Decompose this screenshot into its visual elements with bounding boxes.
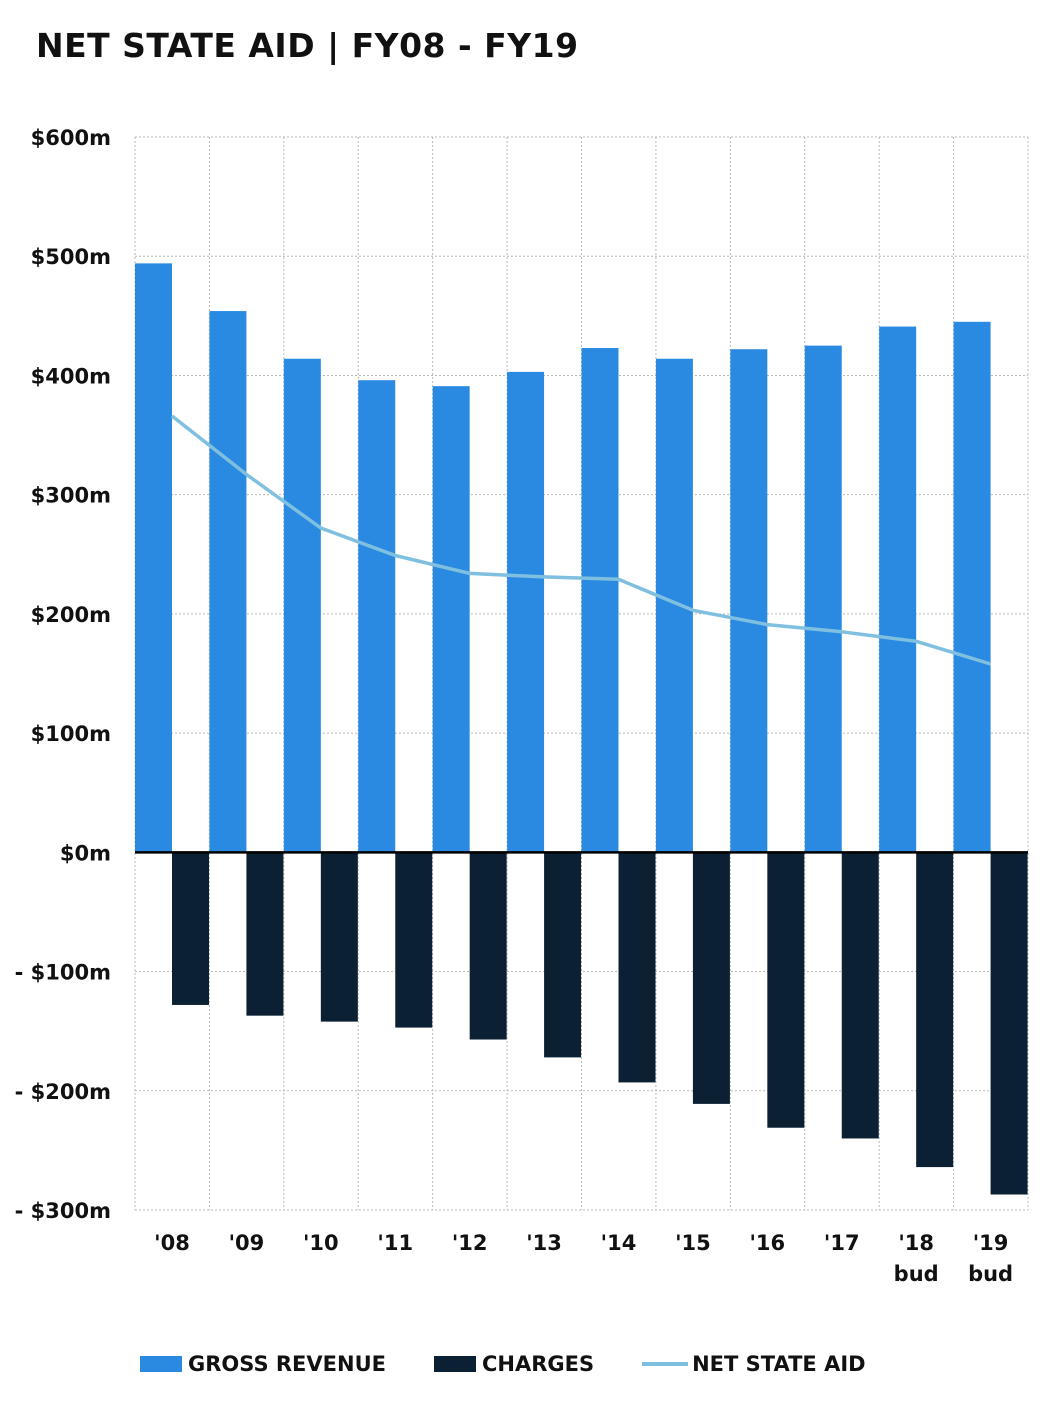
x-tick-labels: '08 '09 '10 '11 '12 '13 '14 '15 '16 '17 '18 bud '19 b… [154,1231,1013,1286]
x-tick-label: '10 [303,1231,339,1255]
y-tick-label: - $300m [15,1199,111,1223]
gross-revenue-bar [879,327,916,853]
charges-bar [767,852,804,1127]
legend-item-gross-revenue: GROSS REVENUE [140,1352,386,1376]
charges-bar [246,852,283,1015]
y-tick-label: $100m [31,722,111,746]
gross-revenue-bar [656,359,693,853]
gross-revenue-bar [730,349,767,852]
x-tick-sublabel: bud [968,1262,1013,1286]
gross-revenue-bar [209,311,246,852]
y-tick-label: $300m [31,484,111,508]
net-state-aid-swatch [642,1362,688,1366]
legend-item-net-state-aid: NET STATE AID [642,1352,865,1376]
charges-bar [321,852,358,1021]
gross-revenue-bar [433,386,470,852]
y-tick-label: $400m [31,364,111,388]
charges-bar [693,852,730,1104]
x-tick-label: '08 [154,1231,190,1255]
y-tick-label: - $100m [15,961,111,985]
y-tick-label: $0m [60,841,111,865]
gross-revenue-bar [805,346,842,853]
charges-bar [395,852,432,1027]
y-tick-label: $200m [31,603,111,627]
x-tick-label: '17 [824,1231,860,1255]
charges-bar [991,852,1028,1194]
legend-label: NET STATE AID [692,1352,865,1376]
x-tick-label: '16 [750,1231,786,1255]
x-tick-sublabel: bud [894,1262,939,1286]
charges-bar [544,852,581,1057]
x-tick-label: '13 [526,1231,562,1255]
legend-label: CHARGES [482,1352,594,1376]
x-tick-label: '18 [898,1231,934,1255]
charges-bar [470,852,507,1039]
x-tick-label: '14 [601,1231,637,1255]
gross-revenue-bar [954,322,991,853]
gross-revenue-bar [284,359,321,853]
charges-bar [842,852,879,1138]
legend-label: GROSS REVENUE [188,1352,386,1376]
y-tick-label: $600m [31,126,111,150]
gross-revenue-bar [507,372,544,852]
y-tick-labels: $600m $500m $400m $300m $200m $100m $0m - $100m… [15,126,111,1223]
x-tick-label: '11 [377,1231,413,1255]
y-tick-label: - $200m [15,1080,111,1104]
charges-bar [916,852,953,1167]
x-tick-label: '19 [973,1231,1009,1255]
x-tick-label: '15 [675,1231,711,1255]
legend: GROSS REVENUE CHARGES NET STATE AID [140,1352,914,1376]
gross-revenue-swatch [140,1356,182,1372]
charges-bar [172,852,209,1005]
gross-revenue-bar [358,380,395,852]
legend-item-charges: CHARGES [434,1352,594,1376]
x-tick-label: '12 [452,1231,488,1255]
gross-revenue-bar [135,263,172,852]
y-tick-label: $500m [31,245,111,269]
charges-swatch [434,1356,476,1372]
charges-bar [619,852,656,1082]
x-tick-label: '09 [229,1231,265,1255]
gross-revenue-bar [582,348,619,852]
